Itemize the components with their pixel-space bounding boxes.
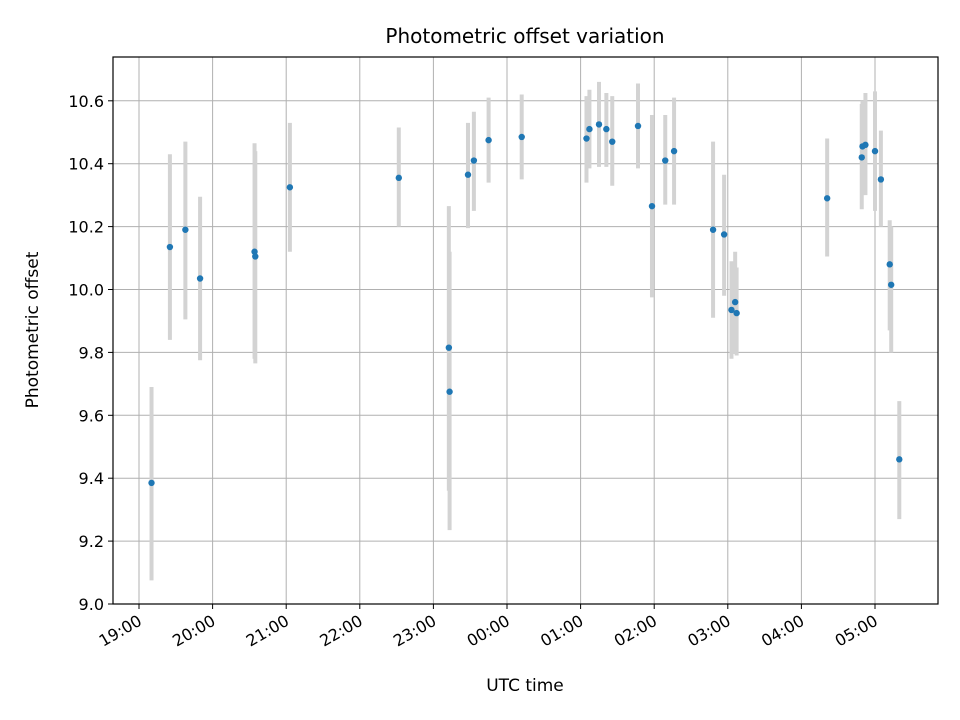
data-points [148, 121, 903, 487]
data-point [871, 147, 879, 155]
chart-title: Photometric offset variation [385, 24, 664, 48]
data-point [886, 261, 893, 268]
data-point [609, 138, 616, 145]
data-point [166, 243, 174, 251]
data-point [518, 133, 525, 141]
data-point [887, 281, 895, 288]
data-point [731, 298, 739, 306]
x-axis-title: UTC time [486, 676, 564, 696]
data-point [445, 344, 453, 351]
y-axis-title: Photometric offset [23, 251, 43, 408]
data-point [446, 388, 453, 395]
data-point [662, 157, 669, 164]
data-point [728, 306, 735, 314]
y-tick-label: 9.0 [79, 595, 104, 614]
y-tick-label: 9.4 [79, 469, 104, 488]
data-point [670, 147, 678, 155]
data-point [252, 253, 259, 260]
y-tick-label: 10.4 [68, 155, 104, 174]
data-point [586, 125, 593, 133]
data-point [896, 456, 903, 463]
y-tick-label: 9.6 [79, 406, 104, 425]
y-tick-label: 10.0 [68, 281, 104, 300]
data-point [148, 479, 155, 487]
y-tick-label: 10.6 [68, 92, 104, 111]
data-point [485, 136, 492, 144]
data-point [196, 275, 204, 282]
data-point [470, 157, 478, 164]
data-point [251, 248, 258, 255]
y-tick-label: 9.2 [79, 532, 104, 551]
data-point [862, 141, 869, 149]
data-point [182, 226, 189, 233]
y-tick-label: 9.8 [79, 343, 104, 362]
plot-frame [112, 56, 939, 605]
data-point [709, 226, 717, 233]
data-point [733, 309, 740, 317]
data-point [286, 184, 294, 191]
data-point [464, 171, 472, 178]
data-point [648, 202, 656, 210]
data-point [877, 176, 885, 183]
data-point [858, 154, 865, 161]
data-point [595, 121, 603, 128]
data-point [720, 231, 728, 238]
y-tick-label: 10.2 [68, 218, 104, 237]
data-point [634, 122, 642, 130]
data-point [395, 174, 403, 182]
y-axis: 9.0 9.2 9.4 9.6 9.8 10.0 10.2 10.4 10.6 [68, 92, 113, 614]
data-point [583, 135, 590, 142]
data-point [823, 195, 831, 202]
data-point [603, 125, 610, 133]
